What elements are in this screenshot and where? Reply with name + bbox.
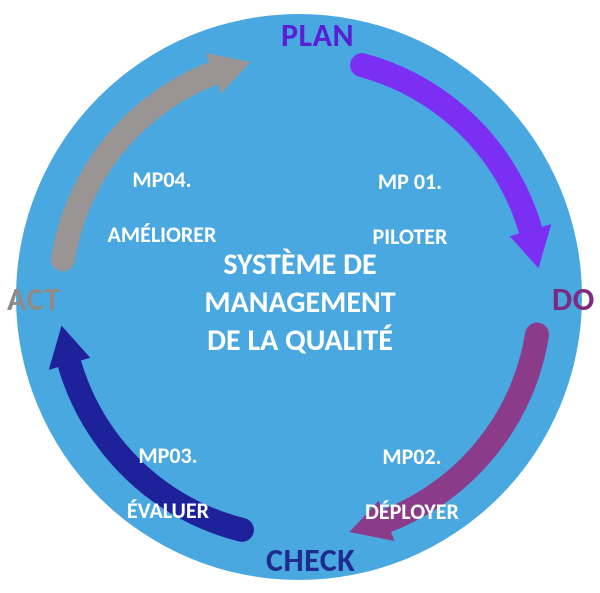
process-mp03: MP03. ÉVALUER — [78, 414, 238, 552]
center-title-line3: DE LA QUALITÉ — [204, 322, 395, 360]
phase-label-do: DO — [552, 280, 595, 319]
center-title: SYSTÈME DE MANAGEMENT DE LA QUALITÉ — [204, 246, 395, 360]
process-mp03-code: MP03. — [138, 442, 197, 469]
pdca-diagram: PLAN DO CHECK ACT MP 01. PILOTER MP02. D… — [0, 0, 600, 593]
phase-label-plan: PLAN — [281, 16, 354, 55]
center-title-line2: MANAGEMENT — [204, 284, 395, 322]
process-mp01-code: MP 01. — [378, 168, 442, 195]
process-mp04-title: AMÉLIORER — [108, 221, 217, 248]
phase-label-act: ACT — [7, 280, 60, 319]
process-mp02-title: DÉPLOYER — [365, 498, 459, 525]
process-mp02: MP02. DÉPLOYER — [322, 415, 482, 553]
center-title-line1: SYSTÈME DE — [204, 246, 395, 284]
process-mp03-title: ÉVALUER — [127, 497, 209, 524]
process-mp02-code: MP02. — [382, 443, 441, 470]
process-mp04-code: MP04. — [132, 166, 191, 193]
